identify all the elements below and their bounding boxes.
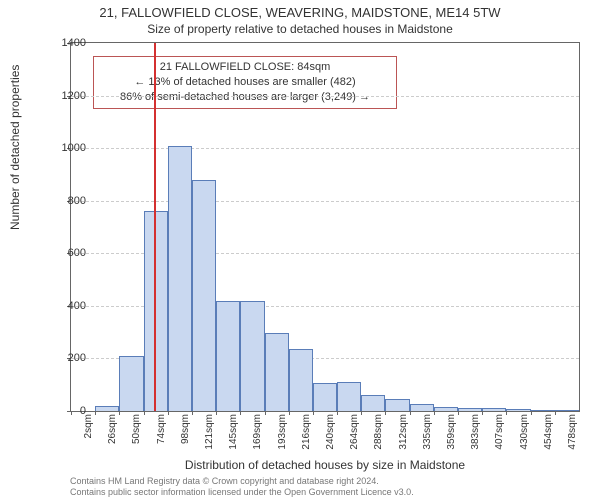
chart-subtitle: Size of property relative to detached ho… — [0, 20, 600, 36]
y-axis-label: Number of detached properties — [8, 65, 22, 230]
infobox-line2: ← 13% of detached houses are smaller (48… — [100, 75, 390, 90]
x-axis-label: Distribution of detached houses by size … — [70, 458, 580, 472]
xtick-label: 312sqm — [398, 414, 409, 459]
chart-title: 21, FALLOWFIELD CLOSE, WEAVERING, MAIDST… — [0, 0, 600, 20]
ytick-label: 0 — [46, 405, 86, 417]
ytick-label: 600 — [46, 247, 86, 259]
xtick-mark — [337, 411, 338, 415]
xtick-label: 145sqm — [228, 414, 239, 459]
histogram-bar — [482, 408, 506, 411]
histogram-bar — [458, 408, 482, 411]
xtick-label: 359sqm — [446, 414, 457, 459]
histogram-bar — [192, 180, 216, 411]
ytick-label: 1200 — [46, 90, 86, 102]
xtick-mark — [289, 411, 290, 415]
xtick-label: 169sqm — [252, 414, 263, 459]
xtick-label: 74sqm — [156, 414, 167, 459]
xtick-mark — [119, 411, 120, 415]
ytick-label: 1000 — [46, 142, 86, 154]
xtick-label: 478sqm — [567, 414, 578, 459]
xtick-label: 264sqm — [349, 414, 360, 459]
xtick-mark — [361, 411, 362, 415]
xtick-mark — [192, 411, 193, 415]
histogram-bar — [385, 399, 409, 411]
xtick-label: 288sqm — [373, 414, 384, 459]
xtick-mark — [313, 411, 314, 415]
histogram-bar — [410, 404, 434, 411]
info-annotation-box: 21 FALLOWFIELD CLOSE: 84sqm ← 13% of det… — [93, 56, 397, 109]
infobox-line1: 21 FALLOWFIELD CLOSE: 84sqm — [100, 60, 390, 75]
histogram-bar — [434, 407, 458, 411]
xtick-label: 240sqm — [325, 414, 336, 459]
xtick-label: 383sqm — [470, 414, 481, 459]
histogram-bar — [337, 382, 361, 411]
xtick-mark — [95, 411, 96, 415]
grid-line — [71, 148, 579, 149]
xtick-mark — [434, 411, 435, 415]
ytick-label: 200 — [46, 352, 86, 364]
xtick-label: 2sqm — [83, 414, 94, 459]
xtick-mark — [458, 411, 459, 415]
histogram-bar — [265, 333, 289, 411]
xtick-mark — [385, 411, 386, 415]
xtick-label: 193sqm — [277, 414, 288, 459]
ytick-label: 800 — [46, 195, 86, 207]
histogram-bar — [168, 146, 192, 411]
attribution-line2: Contains public sector information licen… — [70, 487, 414, 498]
reference-line — [154, 43, 156, 411]
xtick-label: 454sqm — [543, 414, 554, 459]
xtick-label: 430sqm — [519, 414, 530, 459]
xtick-mark — [265, 411, 266, 415]
histogram-bar — [313, 383, 337, 411]
plot-area: 21 FALLOWFIELD CLOSE: 84sqm ← 13% of det… — [70, 42, 580, 412]
attribution-text: Contains HM Land Registry data © Crown c… — [70, 476, 414, 498]
xtick-label: 216sqm — [301, 414, 312, 459]
xtick-mark — [555, 411, 556, 415]
xtick-mark — [216, 411, 217, 415]
histogram-bar — [506, 409, 530, 411]
histogram-bar — [240, 301, 264, 411]
ytick-label: 400 — [46, 300, 86, 312]
xtick-mark — [482, 411, 483, 415]
xtick-mark — [531, 411, 532, 415]
xtick-label: 50sqm — [131, 414, 142, 459]
xtick-label: 26sqm — [107, 414, 118, 459]
histogram-bar — [289, 349, 313, 411]
infobox-line3: 86% of semi-detached houses are larger (… — [100, 90, 390, 105]
histogram-bar — [119, 356, 143, 411]
grid-line — [71, 96, 579, 97]
xtick-mark — [410, 411, 411, 415]
xtick-label: 98sqm — [180, 414, 191, 459]
xtick-mark — [240, 411, 241, 415]
histogram-bar — [361, 395, 385, 411]
histogram-bar — [531, 410, 555, 411]
grid-line — [71, 201, 579, 202]
xtick-label: 121sqm — [204, 414, 215, 459]
xtick-mark — [168, 411, 169, 415]
xtick-label: 335sqm — [422, 414, 433, 459]
xtick-mark — [506, 411, 507, 415]
xtick-label: 407sqm — [494, 414, 505, 459]
histogram-bar — [555, 410, 579, 411]
ytick-label: 1400 — [46, 37, 86, 49]
histogram-bar — [95, 406, 119, 411]
histogram-bar — [216, 301, 240, 411]
attribution-line1: Contains HM Land Registry data © Crown c… — [70, 476, 414, 487]
xtick-mark — [144, 411, 145, 415]
